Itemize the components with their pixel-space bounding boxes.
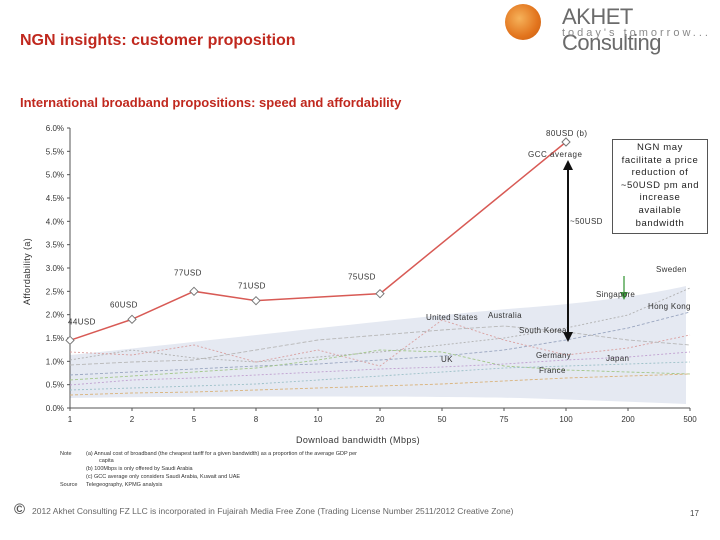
country-label: France xyxy=(539,366,566,375)
gcc-data-point xyxy=(375,288,385,299)
note-line: facilitate a price xyxy=(621,154,699,166)
country-label: United States xyxy=(426,313,478,322)
y-tick-label: 2.5% xyxy=(46,287,64,296)
gcc-point-label: 77USD xyxy=(174,268,202,277)
note-line: ~50USD pm and xyxy=(620,179,700,191)
ngn-note-box: NGN may facilitate a price reduction of … xyxy=(612,139,708,234)
y-tick-label: 6.0% xyxy=(46,124,64,133)
y-tick-label: 4.0% xyxy=(46,217,64,226)
x-tick-label: 100 xyxy=(559,415,573,424)
market-band xyxy=(70,286,686,404)
page-title: NGN insights: customer proposition xyxy=(20,32,296,49)
copyright-icon: © xyxy=(14,501,26,518)
logo-icon xyxy=(505,4,541,40)
arrow-label: ~50USD xyxy=(570,217,603,226)
x-axis-title: Download bandwidth (Mbps) xyxy=(296,435,420,445)
country-line-germany xyxy=(69,351,691,386)
source-label: Source xyxy=(60,482,78,488)
y-tick-label: 5.5% xyxy=(46,147,64,156)
country-series xyxy=(69,287,691,396)
note-line: increase xyxy=(639,192,681,204)
country-label: South Korea xyxy=(519,326,567,335)
note-line: reduction of xyxy=(631,167,689,179)
chart-subtitle: International broadband propositions: sp… xyxy=(20,95,402,110)
note-line: available xyxy=(638,204,682,216)
x-tick-label: 10 xyxy=(314,415,323,424)
gcc-point-label: 80USD (b) xyxy=(546,129,587,138)
gcc-average-line xyxy=(69,141,567,342)
x-tick-label: 2 xyxy=(130,415,135,424)
y-tick-label: 3.5% xyxy=(46,241,64,250)
arrow-head-top xyxy=(563,160,573,170)
country-line-sweden xyxy=(69,287,691,363)
country-label: Sweden xyxy=(656,265,687,274)
country-label: Australia xyxy=(488,311,522,320)
country-label: Hong Kong xyxy=(648,302,691,311)
gcc-point-label: 75USD xyxy=(348,273,376,282)
footnote-b: (b) 100Mbps is only offered by Saudi Ara… xyxy=(86,466,193,472)
gcc-point-label: 44USD xyxy=(68,317,96,326)
y-tick-label: 1.5% xyxy=(46,334,64,343)
y-axis-title: Affordability (a) xyxy=(22,238,32,305)
country-line-korea xyxy=(69,361,691,391)
x-tick-label: 200 xyxy=(621,415,635,424)
y-tick-label: 4.5% xyxy=(46,194,64,203)
country-label: Singapore xyxy=(596,290,635,299)
gcc-point-label: 60USD xyxy=(110,300,138,309)
gcc-data-point xyxy=(251,295,261,306)
brand-tagline: today's tomorrow... xyxy=(562,27,711,39)
x-tick-label: 75 xyxy=(500,415,509,424)
x-tick-label: 500 xyxy=(683,415,697,424)
country-line-japan xyxy=(69,373,691,396)
x-tick-label: 8 xyxy=(254,415,259,424)
country-label: UK xyxy=(441,355,453,364)
sweden-arrow-head xyxy=(620,292,628,300)
gcc-data-point xyxy=(561,137,571,147)
country-label: Germany xyxy=(536,351,571,360)
footnote-a-cont: capita xyxy=(99,458,114,464)
note-label: Note xyxy=(60,451,72,457)
y-tick-label: 0.5% xyxy=(46,381,64,390)
note-line: NGN may xyxy=(637,142,683,153)
brand-name: AKHET Consulting xyxy=(562,4,661,55)
y-tick-label: 0.0% xyxy=(46,404,64,413)
gcc-data-point xyxy=(127,314,137,325)
copyright-text: 2012 Akhet Consulting FZ LLC is incorpor… xyxy=(32,506,514,516)
page-number: 17 xyxy=(690,509,699,518)
y-tick-label: 2.0% xyxy=(46,311,64,320)
gcc-point-label: 71USD xyxy=(238,282,266,291)
gcc-data-point xyxy=(65,335,75,346)
country-line-uk xyxy=(69,349,691,381)
note-line: bandwidth xyxy=(635,217,685,229)
x-tick-label: 5 xyxy=(192,415,197,424)
country-line-hongkong xyxy=(69,311,691,376)
country-line-australia xyxy=(69,325,691,366)
gcc-average-label: GCC average xyxy=(528,150,582,159)
country-label: Japan xyxy=(606,354,629,363)
source-text: Telegeography, KPMG analysis xyxy=(86,482,163,488)
footnote-a: (a) Annual cost of broadband (the cheape… xyxy=(86,451,357,457)
y-tick-label: 3.0% xyxy=(46,264,64,273)
y-tick-label: 1.0% xyxy=(46,357,64,366)
x-tick-label: 1 xyxy=(68,415,73,424)
y-tick-label: 5.0% xyxy=(46,171,64,180)
x-tick-label: 20 xyxy=(376,415,385,424)
footnote-c: (c) GCC average only considers Saudi Ara… xyxy=(86,474,241,480)
arrow-head-bottom xyxy=(563,332,573,342)
country-line-us xyxy=(69,319,691,367)
gcc-data-point xyxy=(189,286,199,297)
x-tick-label: 50 xyxy=(438,415,447,424)
